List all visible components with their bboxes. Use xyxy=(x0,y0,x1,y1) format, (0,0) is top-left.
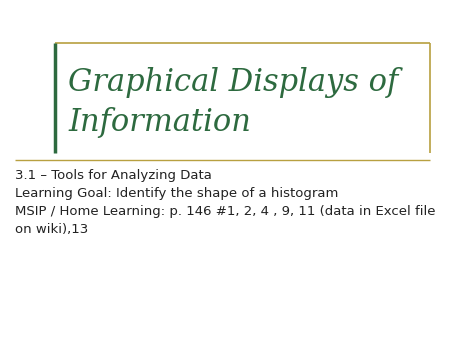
Text: 3.1 – Tools for Analyzing Data: 3.1 – Tools for Analyzing Data xyxy=(15,169,212,183)
Text: Learning Goal: Identify the shape of a histogram: Learning Goal: Identify the shape of a h… xyxy=(15,188,338,200)
Text: on wiki),13: on wiki),13 xyxy=(15,223,88,237)
Text: MSIP / Home Learning: p. 146 #1, 2, 4 , 9, 11 (data in Excel file: MSIP / Home Learning: p. 146 #1, 2, 4 , … xyxy=(15,206,436,218)
Text: Graphical Displays of: Graphical Displays of xyxy=(68,68,398,98)
Text: Information: Information xyxy=(68,107,251,139)
